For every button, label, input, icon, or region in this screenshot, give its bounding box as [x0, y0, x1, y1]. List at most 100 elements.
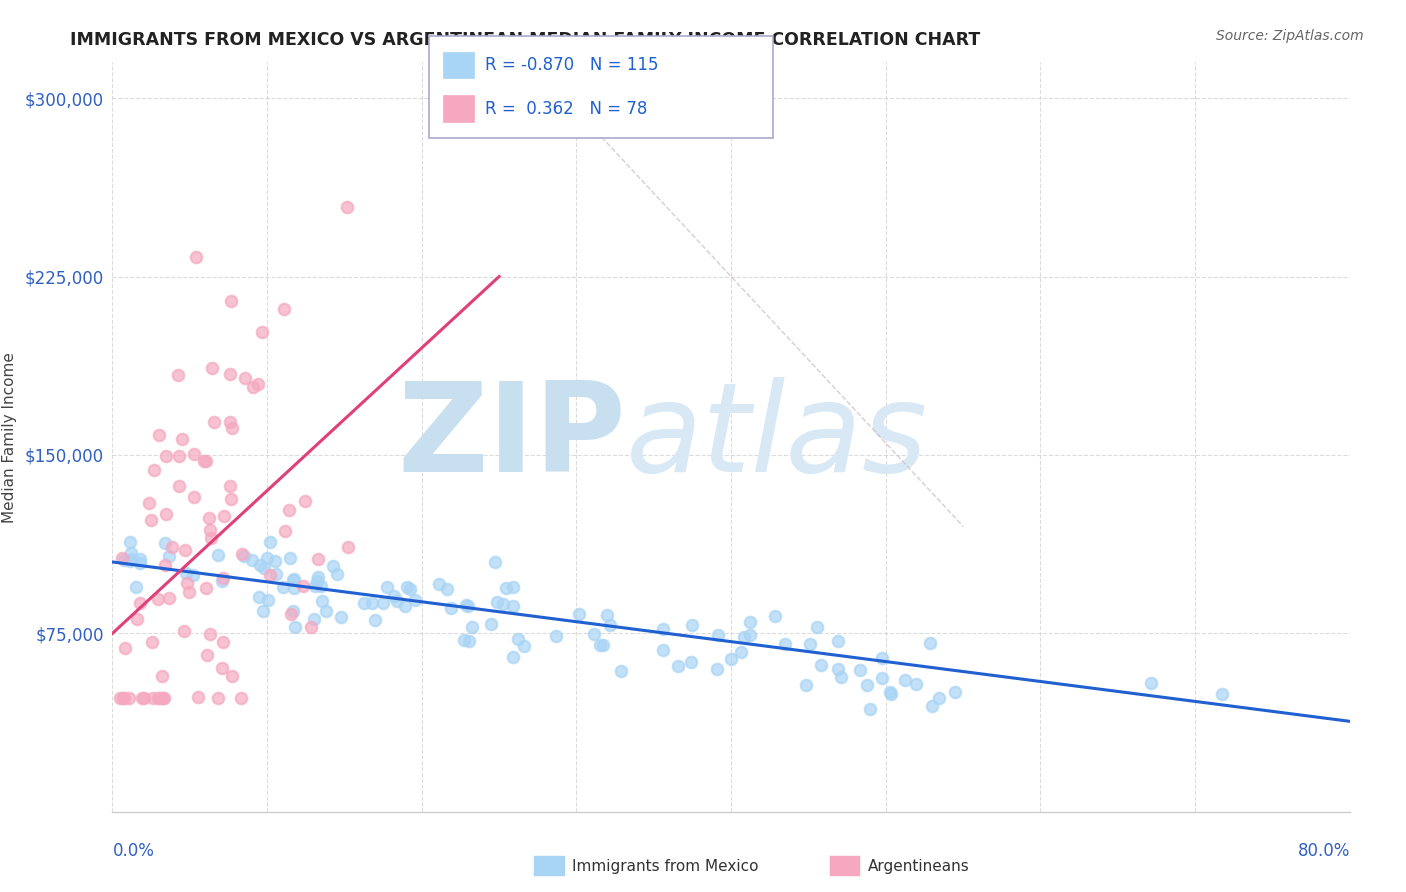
Point — [492, 597, 515, 611]
Point — [153, 558, 176, 573]
Point — [120, 545, 142, 559]
Point — [281, 604, 304, 618]
Point — [859, 702, 882, 716]
Point — [118, 690, 141, 705]
Point — [247, 590, 270, 604]
Point — [513, 639, 536, 653]
Point — [139, 513, 162, 527]
Point — [394, 599, 416, 613]
Point — [502, 580, 524, 594]
Point — [121, 552, 143, 566]
Point — [299, 620, 322, 634]
Point — [740, 615, 762, 629]
Point — [904, 677, 927, 691]
Point — [720, 652, 742, 666]
Point — [149, 690, 172, 705]
Point — [681, 656, 703, 670]
Point — [827, 634, 849, 648]
Point — [652, 623, 675, 637]
Point — [404, 593, 426, 607]
Y-axis label: Median Family Income: Median Family Income — [1, 351, 17, 523]
Point — [280, 607, 302, 622]
Point — [506, 632, 529, 646]
Point — [143, 462, 166, 476]
Point — [1211, 687, 1233, 701]
Point — [155, 535, 177, 549]
Point — [242, 379, 264, 393]
Point — [651, 643, 673, 657]
Point — [502, 650, 524, 665]
Point — [142, 690, 165, 705]
Point — [928, 691, 950, 706]
Point — [353, 596, 375, 610]
Point — [114, 640, 136, 655]
Point — [294, 494, 316, 508]
Point — [157, 549, 180, 563]
Point — [309, 579, 332, 593]
Text: Argentineans: Argentineans — [868, 859, 969, 873]
Text: IMMIGRANTS FROM MEXICO VS ARGENTINEAN MEDIAN FAMILY INCOME CORRELATION CHART: IMMIGRANTS FROM MEXICO VS ARGENTINEAN ME… — [70, 31, 980, 49]
Point — [172, 432, 194, 446]
Point — [326, 566, 349, 581]
Point — [219, 293, 242, 308]
Point — [218, 367, 240, 381]
Point — [129, 596, 152, 610]
Point — [256, 551, 278, 566]
Point — [141, 634, 163, 648]
Point — [152, 690, 174, 705]
Point — [257, 592, 280, 607]
Point — [706, 662, 728, 676]
Point — [765, 608, 787, 623]
Point — [395, 580, 418, 594]
Point — [484, 555, 506, 569]
Point — [249, 558, 271, 573]
Point — [167, 449, 190, 463]
Point — [307, 552, 329, 566]
Point — [176, 576, 198, 591]
Point — [207, 690, 229, 705]
Point — [211, 574, 233, 588]
Point — [281, 573, 304, 587]
Point — [187, 690, 209, 704]
Text: Source: ZipAtlas.com: Source: ZipAtlas.com — [1216, 29, 1364, 43]
Point — [870, 671, 893, 685]
Point — [129, 556, 152, 570]
Point — [212, 635, 235, 649]
Point — [183, 447, 205, 461]
Point — [148, 428, 170, 442]
Point — [307, 570, 329, 584]
Point — [253, 561, 276, 575]
Point — [668, 658, 690, 673]
Text: ZIP: ZIP — [398, 376, 626, 498]
Point — [157, 591, 180, 605]
Point — [730, 645, 752, 659]
Point — [304, 579, 326, 593]
Point — [315, 603, 337, 617]
Point — [921, 699, 943, 714]
Point — [233, 371, 256, 385]
Point — [1140, 675, 1163, 690]
Text: Immigrants from Mexico: Immigrants from Mexico — [572, 859, 759, 873]
Point — [806, 620, 828, 634]
Point — [221, 421, 243, 435]
Point — [167, 479, 190, 493]
Point — [733, 630, 755, 644]
Text: R = -0.870   N = 115: R = -0.870 N = 115 — [485, 56, 658, 74]
Point — [479, 617, 502, 632]
Point — [219, 479, 242, 493]
Point — [599, 617, 621, 632]
Point — [264, 554, 287, 568]
Point — [108, 690, 131, 705]
Point — [112, 690, 135, 705]
Point — [277, 503, 299, 517]
Point — [330, 610, 353, 624]
Point — [128, 551, 150, 566]
Point — [198, 523, 221, 537]
Point — [460, 620, 482, 634]
Point — [231, 548, 253, 562]
Point — [250, 325, 273, 339]
Point — [440, 601, 463, 615]
Point — [198, 627, 221, 641]
Text: 0.0%: 0.0% — [112, 842, 155, 860]
Point — [252, 604, 274, 618]
